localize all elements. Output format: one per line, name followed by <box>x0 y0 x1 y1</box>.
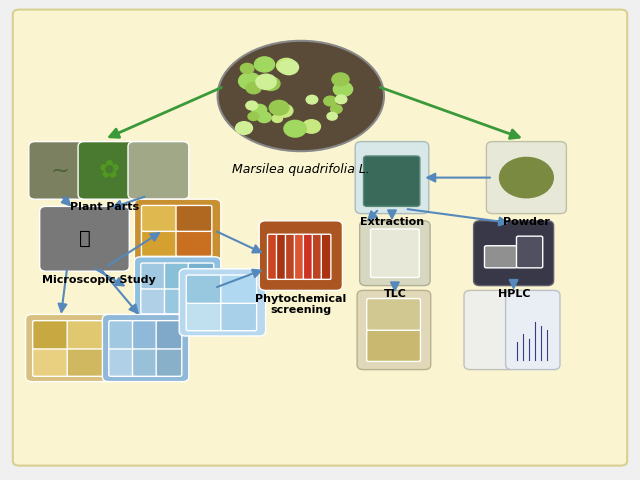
Circle shape <box>262 77 280 90</box>
FancyBboxPatch shape <box>176 230 212 256</box>
FancyBboxPatch shape <box>156 321 182 349</box>
Circle shape <box>303 120 321 133</box>
FancyBboxPatch shape <box>367 299 420 330</box>
FancyBboxPatch shape <box>221 275 257 303</box>
FancyBboxPatch shape <box>13 10 627 466</box>
FancyBboxPatch shape <box>371 229 419 277</box>
FancyBboxPatch shape <box>360 221 430 286</box>
Text: ~: ~ <box>50 160 69 180</box>
FancyBboxPatch shape <box>33 348 68 376</box>
Circle shape <box>324 96 337 106</box>
FancyBboxPatch shape <box>128 142 189 199</box>
Circle shape <box>256 74 276 89</box>
FancyBboxPatch shape <box>156 348 182 376</box>
FancyBboxPatch shape <box>141 230 177 256</box>
Text: Phytochemical
screening: Phytochemical screening <box>255 294 346 315</box>
FancyBboxPatch shape <box>188 263 214 289</box>
FancyBboxPatch shape <box>134 199 221 262</box>
FancyBboxPatch shape <box>303 234 313 279</box>
Circle shape <box>246 83 261 94</box>
FancyBboxPatch shape <box>164 263 190 289</box>
FancyBboxPatch shape <box>141 288 166 314</box>
FancyBboxPatch shape <box>40 206 129 271</box>
FancyBboxPatch shape <box>474 221 554 286</box>
FancyBboxPatch shape <box>268 234 277 279</box>
FancyBboxPatch shape <box>132 321 158 349</box>
Circle shape <box>279 60 298 75</box>
Text: HPLC: HPLC <box>498 289 530 299</box>
FancyBboxPatch shape <box>78 142 139 199</box>
Circle shape <box>239 73 261 89</box>
FancyBboxPatch shape <box>141 205 177 231</box>
Text: TLC: TLC <box>383 289 406 299</box>
FancyBboxPatch shape <box>355 142 429 214</box>
FancyBboxPatch shape <box>179 269 266 336</box>
Circle shape <box>284 120 307 137</box>
Text: Extraction: Extraction <box>360 217 424 227</box>
Circle shape <box>272 115 282 122</box>
Circle shape <box>236 122 253 134</box>
FancyBboxPatch shape <box>186 302 222 331</box>
Circle shape <box>499 157 553 198</box>
FancyBboxPatch shape <box>312 234 322 279</box>
FancyBboxPatch shape <box>67 321 103 349</box>
FancyBboxPatch shape <box>285 234 295 279</box>
FancyBboxPatch shape <box>186 275 222 303</box>
Circle shape <box>252 104 267 116</box>
FancyBboxPatch shape <box>506 290 560 370</box>
Text: Powder: Powder <box>503 217 550 227</box>
Text: Microscopic Study: Microscopic Study <box>42 275 156 285</box>
FancyBboxPatch shape <box>221 302 257 331</box>
FancyBboxPatch shape <box>188 288 214 314</box>
FancyBboxPatch shape <box>259 221 342 290</box>
Circle shape <box>332 73 349 86</box>
Circle shape <box>331 105 342 113</box>
FancyBboxPatch shape <box>109 348 134 376</box>
FancyBboxPatch shape <box>102 314 189 382</box>
FancyBboxPatch shape <box>67 348 103 376</box>
FancyBboxPatch shape <box>516 236 543 268</box>
Circle shape <box>333 82 353 96</box>
FancyBboxPatch shape <box>26 314 112 382</box>
Text: Marsilea quadrifolia L.: Marsilea quadrifolia L. <box>232 163 370 176</box>
Text: ✿: ✿ <box>99 158 119 182</box>
FancyBboxPatch shape <box>367 330 420 361</box>
FancyBboxPatch shape <box>486 142 566 214</box>
FancyBboxPatch shape <box>33 321 68 349</box>
FancyBboxPatch shape <box>176 205 212 231</box>
FancyBboxPatch shape <box>134 257 221 319</box>
Circle shape <box>327 112 337 120</box>
Circle shape <box>269 100 289 115</box>
Text: 🔬: 🔬 <box>79 229 90 248</box>
FancyBboxPatch shape <box>357 290 431 370</box>
FancyBboxPatch shape <box>484 246 517 268</box>
FancyBboxPatch shape <box>164 288 190 314</box>
Circle shape <box>335 95 347 104</box>
Circle shape <box>241 63 254 73</box>
Circle shape <box>246 101 257 110</box>
Circle shape <box>255 57 275 72</box>
FancyBboxPatch shape <box>141 263 166 289</box>
Text: Plant Parts: Plant Parts <box>70 202 139 212</box>
Circle shape <box>276 59 296 73</box>
FancyBboxPatch shape <box>294 234 304 279</box>
Circle shape <box>257 112 271 122</box>
FancyBboxPatch shape <box>464 290 515 370</box>
FancyBboxPatch shape <box>29 142 90 199</box>
FancyBboxPatch shape <box>109 321 134 349</box>
FancyBboxPatch shape <box>364 156 420 206</box>
FancyBboxPatch shape <box>321 234 331 279</box>
Ellipse shape <box>218 41 384 151</box>
Circle shape <box>276 104 293 117</box>
FancyBboxPatch shape <box>276 234 286 279</box>
Circle shape <box>248 112 259 120</box>
FancyBboxPatch shape <box>132 348 158 376</box>
Circle shape <box>306 96 317 104</box>
